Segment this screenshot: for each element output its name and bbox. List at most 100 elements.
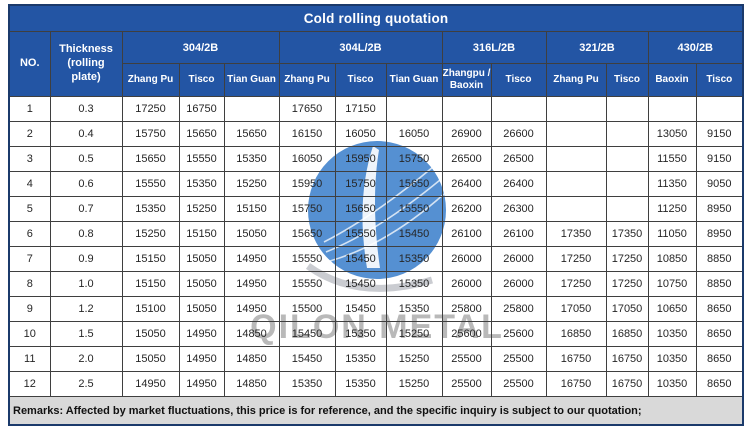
no-column-header: NO.	[8, 31, 51, 97]
price-cell: 17350	[605, 221, 649, 247]
price-cell: 17050	[545, 296, 607, 322]
price-cell: 15450	[385, 221, 443, 247]
price-cell: 10650	[647, 296, 697, 322]
thickness-cell: 1.0	[49, 271, 123, 297]
price-cell	[605, 146, 649, 172]
table-row: 4 0.6 15550 15350 15250 15950 15750 15650 26400 2…	[8, 171, 744, 197]
price-cell: 15250	[121, 221, 180, 247]
grade-header: 304L/2B	[278, 31, 443, 64]
price-cell: 15750	[121, 121, 180, 147]
price-cell: 15250	[223, 171, 280, 197]
table-row: 2 0.4 15750 15650 15650 16150 16050 16050 26900 2…	[8, 121, 744, 147]
price-cell: 15450	[278, 346, 336, 372]
price-cell: 17250	[121, 96, 180, 122]
price-cell: 17050	[605, 296, 649, 322]
table-row: 11 2.0 15050 14950 14850 15450 15350 15250 25500…	[8, 346, 744, 372]
price-cell: 17650	[278, 96, 336, 122]
price-cell: 15350	[385, 296, 443, 322]
price-cell: 26900	[441, 121, 492, 147]
price-cell: 15350	[223, 146, 280, 172]
price-cell: 15050	[121, 321, 180, 347]
price-cell: 25500	[441, 371, 492, 397]
price-cell: 15450	[278, 321, 336, 347]
supplier-header: Tisco	[695, 63, 744, 97]
price-table-body: 1 0.3 17250 16750 17650 17150 2 0.4 15750 15650 15…	[8, 96, 744, 397]
row-number-cell: 7	[8, 246, 51, 272]
price-cell	[695, 96, 744, 122]
price-cell: 14950	[223, 296, 280, 322]
price-cell: 14950	[223, 271, 280, 297]
supplier-header: Zhangpu / Baoxin	[441, 63, 492, 97]
price-cell: 25600	[441, 321, 492, 347]
price-cell: 10350	[647, 321, 697, 347]
price-cell: 26300	[490, 196, 547, 222]
thickness-cell: 0.8	[49, 221, 123, 247]
table-row: 3 0.5 15650 15550 15350 16050 15950 15750 26500 2…	[8, 146, 744, 172]
price-cell: 8950	[695, 196, 744, 222]
price-cell	[605, 121, 649, 147]
row-number-cell: 8	[8, 271, 51, 297]
remarks-row: Remarks: Affected by market fluctuations…	[8, 396, 744, 426]
price-cell: 26000	[441, 271, 492, 297]
price-cell: 16050	[334, 121, 387, 147]
table-row: 9 1.2 15100 15050 14950 15500 15450 15350 25800 2…	[8, 296, 744, 322]
price-cell: 14950	[178, 321, 225, 347]
price-cell: 11350	[647, 171, 697, 197]
price-cell	[545, 196, 607, 222]
price-cell	[605, 171, 649, 197]
price-cell: 9150	[695, 121, 744, 147]
price-cell: 16850	[545, 321, 607, 347]
supplier-header: Zhang Pu	[278, 63, 336, 97]
price-cell: 15350	[278, 371, 336, 397]
row-number-cell: 4	[8, 171, 51, 197]
price-cell: 16050	[278, 146, 336, 172]
price-cell: 9050	[695, 171, 744, 197]
price-cell: 8950	[695, 221, 744, 247]
price-cell: 15350	[385, 246, 443, 272]
price-cell: 15150	[223, 196, 280, 222]
price-cell: 15050	[178, 271, 225, 297]
supplier-header: Tisco	[334, 63, 387, 97]
price-cell: 15350	[385, 271, 443, 297]
price-cell: 8650	[695, 321, 744, 347]
price-cell: 15450	[334, 296, 387, 322]
price-cell	[545, 171, 607, 197]
price-cell: 14850	[223, 371, 280, 397]
price-cell: 26500	[490, 146, 547, 172]
price-cell: 15450	[334, 246, 387, 272]
price-cell: 16150	[278, 121, 336, 147]
price-cell	[385, 96, 443, 122]
price-cell: 15650	[121, 146, 180, 172]
price-cell: 15250	[385, 321, 443, 347]
grade-header-row: NO. Thickness (rolling plate) 304/2B 304L/2…	[8, 31, 744, 97]
table-row: 12 2.5 14950 14950 14850 15350 15350 15250 25500…	[8, 371, 744, 397]
supplier-header: Tisco	[605, 63, 649, 97]
price-cell: 11550	[647, 146, 697, 172]
price-cell: 17250	[605, 271, 649, 297]
price-cell: 26000	[441, 246, 492, 272]
supplier-header: Tian Guan	[223, 63, 280, 97]
thickness-cell: 0.6	[49, 171, 123, 197]
price-cell: 13050	[647, 121, 697, 147]
row-number-cell: 6	[8, 221, 51, 247]
price-cell	[545, 96, 607, 122]
thickness-cell: 0.5	[49, 146, 123, 172]
price-cell: 15950	[334, 146, 387, 172]
price-cell: 15550	[278, 246, 336, 272]
price-cell: 15050	[121, 346, 180, 372]
price-cell: 8650	[695, 346, 744, 372]
price-cell: 15350	[334, 371, 387, 397]
thickness-cell: 0.3	[49, 96, 123, 122]
row-number-cell: 11	[8, 346, 51, 372]
price-cell: 17250	[545, 246, 607, 272]
price-cell: 17350	[545, 221, 607, 247]
grade-header: 430/2B	[647, 31, 744, 64]
price-cell: 8850	[695, 246, 744, 272]
price-cell	[441, 96, 492, 122]
price-cell: 16050	[385, 121, 443, 147]
price-cell: 15450	[334, 271, 387, 297]
grade-header: 316L/2B	[441, 31, 547, 64]
price-cell: 15350	[178, 171, 225, 197]
price-cell: 15500	[278, 296, 336, 322]
price-cell: 15050	[223, 221, 280, 247]
